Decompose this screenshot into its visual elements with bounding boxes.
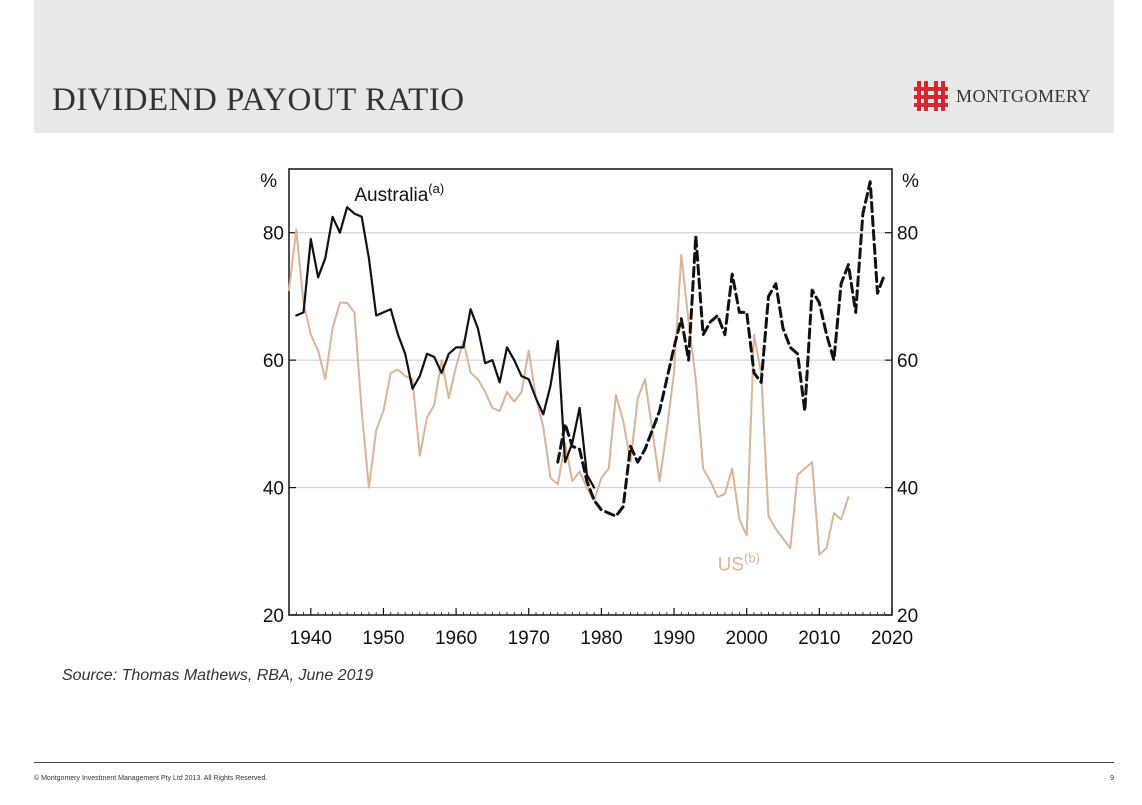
series-line-us-solid — [288, 228, 850, 556]
xtick-label: 2010 — [798, 628, 840, 649]
series-label-us: US(b) — [718, 550, 760, 575]
xtick-label: 1960 — [435, 628, 477, 649]
series-line-australia-solid — [295, 206, 596, 489]
footer-copyright: © Montgomery Investment Management Pty L… — [34, 775, 268, 782]
axis-ticks — [288, 232, 893, 616]
gridlines — [289, 232, 892, 489]
series-label-text: US — [718, 554, 744, 575]
series-label-australia: Australia(a) — [354, 181, 444, 206]
ytick-label-left: 20 — [263, 606, 284, 627]
ytick-label-right: 40 — [897, 479, 918, 500]
source-note: Source: Thomas Mathews, RBA, June 2019 — [62, 667, 374, 684]
ytick-label-left: 40 — [263, 479, 284, 500]
xtick-label: 2000 — [726, 628, 768, 649]
series-label-text: Australia — [354, 185, 428, 206]
xtick-label: 1970 — [508, 628, 550, 649]
series-lines — [288, 180, 887, 556]
ytick-label-right: 20 — [897, 606, 918, 627]
ytick-label-left: 80 — [263, 224, 284, 245]
right-axis-unit: % — [902, 171, 919, 192]
xtick-label: 1980 — [580, 628, 622, 649]
xtick-label: 1990 — [653, 628, 695, 649]
slide-title: DIVIDEND PAYOUT RATIO — [52, 82, 465, 118]
xtick-label: 1950 — [362, 628, 404, 649]
ytick-label-left: 60 — [263, 351, 284, 372]
footer-divider — [34, 762, 1114, 763]
series-label-superscript: (b) — [744, 550, 760, 565]
xtick-label: 1940 — [290, 628, 332, 649]
logo-text: MONTGOMERY — [956, 85, 1092, 106]
montgomery-logo-icon — [914, 81, 948, 111]
series-label-superscript: (a) — [428, 181, 444, 196]
payout-ratio-chart: 20 20 40 40 60 60 80 80 1940 1950 1960 1970 1980 1990… — [250, 155, 930, 655]
ytick-label-right: 60 — [897, 351, 918, 372]
page-number: 9 — [1110, 775, 1114, 782]
series-line-australia-dashed — [556, 180, 887, 518]
xtick-label: 2020 — [871, 628, 913, 649]
left-axis-unit: % — [260, 171, 277, 192]
ytick-label-right: 80 — [897, 224, 918, 245]
company-logo: MONTGOMERY — [914, 80, 1091, 112]
